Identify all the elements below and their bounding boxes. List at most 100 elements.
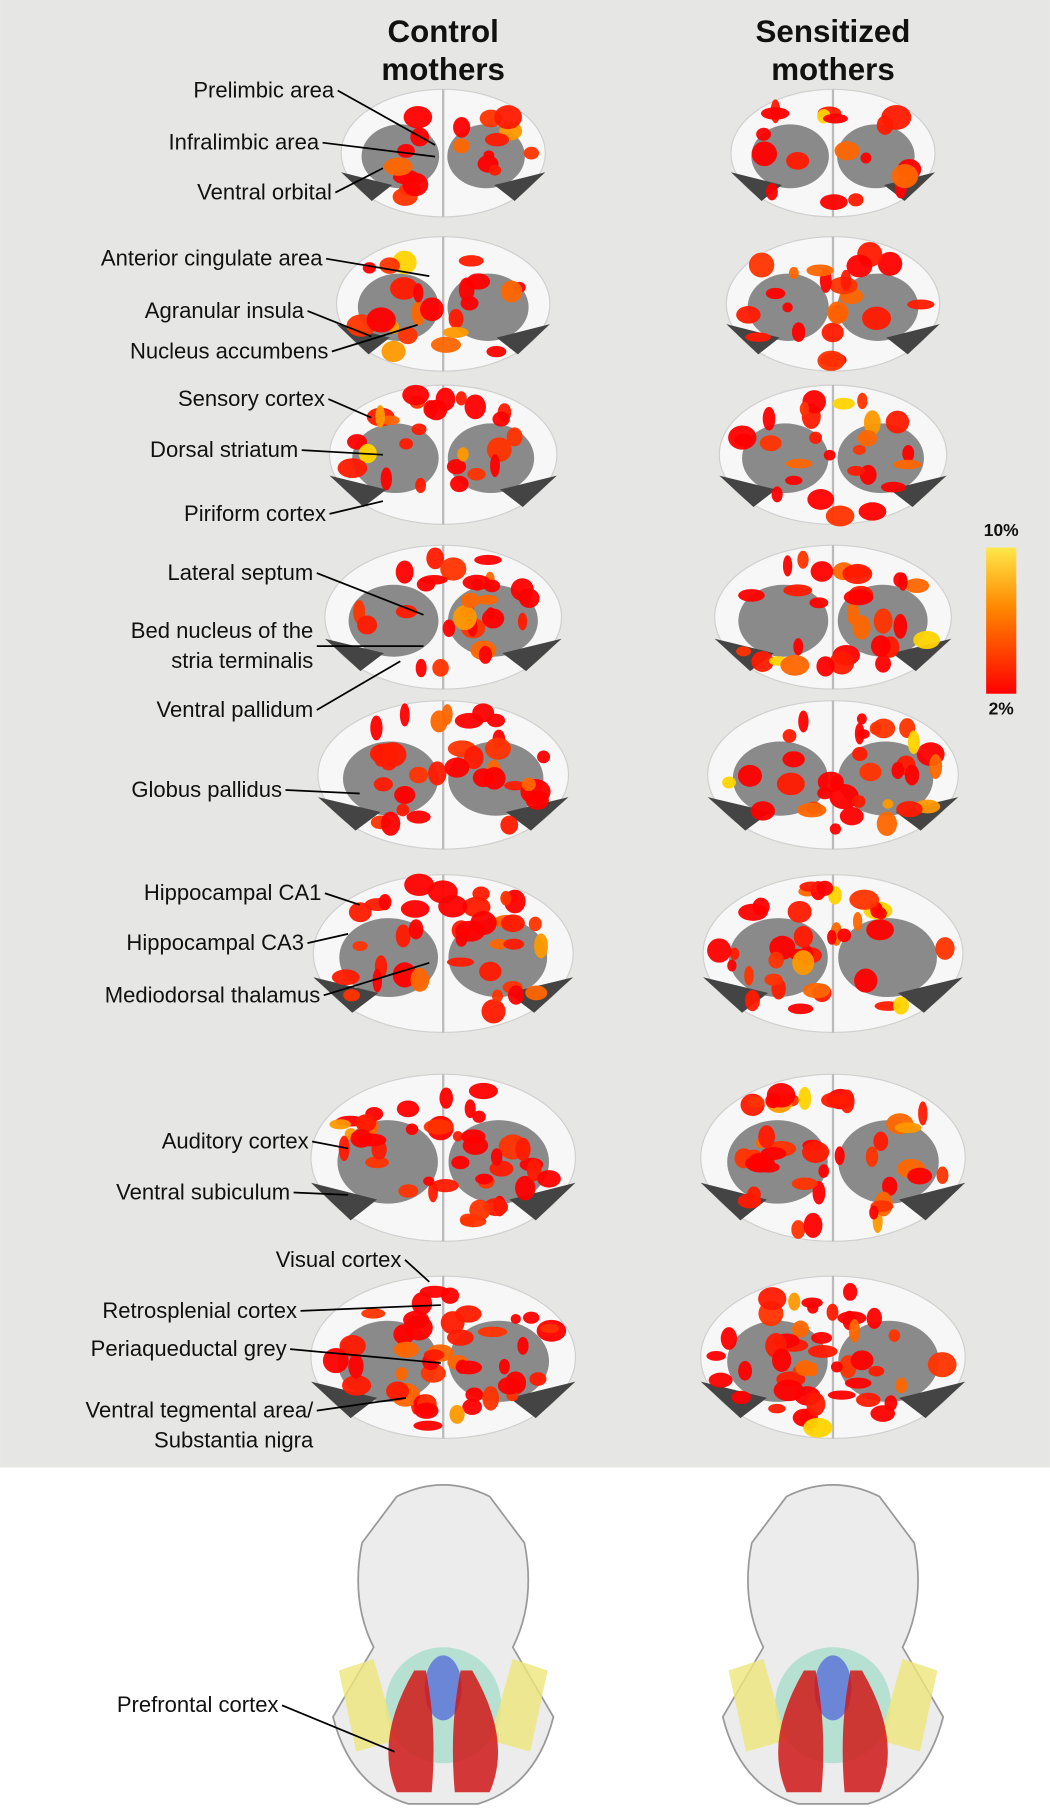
activation-blob [482,1386,500,1411]
activation-blob [737,1193,762,1209]
activation-blob [504,781,526,791]
activation-blob [347,434,368,450]
leader-line [316,660,401,711]
activation-blob [759,435,782,452]
activation-blob [498,1358,510,1375]
activation-blob [829,651,855,675]
activation-blob [357,615,378,635]
activation-blob [469,1199,491,1221]
leader-line [331,323,418,353]
activation-blob [809,597,829,609]
activation-blob [510,1313,521,1324]
activation-blob [446,1329,474,1346]
activation-blob [907,1167,933,1185]
leader-line [334,167,384,194]
activation-blob [526,1158,542,1182]
activation-blob [423,1176,435,1186]
activation-blob [449,1404,465,1424]
activation-blob [806,1392,826,1416]
activation-blob [337,458,368,479]
slices [310,88,966,1440]
activation-blob [503,938,525,950]
activation-blob [497,1376,522,1395]
activation-blob [517,612,528,631]
activation-blob [380,467,392,491]
activation-blob [807,1302,819,1314]
region-label: Mediodorsal thalamus [105,982,321,1007]
activation-blob [428,761,447,786]
activation-blob [817,771,844,793]
activation-blob [892,459,922,470]
activation-blob [361,1308,386,1319]
brain-region [424,1655,462,1721]
region-label: Retrosplenial cortex [102,1298,297,1323]
activation-blob [851,795,866,808]
activation-blob [852,911,863,932]
leader-line [329,500,384,515]
activation-blob [837,1311,867,1325]
activation-blob [375,405,385,428]
activation-blob [866,1307,882,1329]
activation-blob [885,410,910,434]
region-label: Substantia nigra [154,1428,314,1453]
activation-blob [415,477,426,494]
activation-blob [806,264,834,277]
activation-blob [365,1156,389,1169]
activation-blob [431,1178,459,1193]
activation-blob [470,910,497,936]
region-label: Anterior cingulate area [101,246,323,271]
activation-blob [765,1093,781,1109]
activation-blob [782,729,797,743]
activation-blob [821,322,844,343]
activation-blob [785,458,813,469]
activation-blob [913,630,941,650]
activation-blob [521,777,536,792]
activation-blob [428,1181,438,1203]
activation-blob [873,1131,889,1151]
activation-blob [880,481,906,493]
activation-blob [918,1101,928,1126]
region-label: Dorsal striatum [150,437,298,462]
activation-blob [708,1372,733,1388]
leader-line [300,1304,441,1312]
activation-blob [891,164,919,189]
activation-blob [523,146,540,160]
activation-blob [904,764,920,786]
slice-region [317,797,569,831]
activation-blob [534,933,548,959]
slice-region [700,1381,966,1419]
activation-blob [738,589,765,602]
activation-blob [442,326,469,338]
activation-blob [486,345,507,358]
activation-blob [823,449,836,461]
activation-blob [827,929,837,945]
activation-blob [507,985,525,1005]
activation-blob [787,900,812,923]
activation-blob [405,1123,419,1135]
activation-blob [468,1082,498,1100]
activation-blob [529,1372,547,1386]
activation-blob [907,730,920,755]
activation-blob [464,745,484,770]
leader-line [290,1348,441,1364]
activation-blob [352,941,368,952]
activation-blob [745,332,772,342]
activation-blob [847,465,865,476]
activation-blob [756,127,771,141]
activation-blob [430,336,461,353]
activation-blob [782,555,793,577]
colorbar [986,547,1017,694]
activation-blob [381,415,400,426]
activation-blob [738,1361,753,1381]
activation-blob [898,572,908,591]
activation-blob [506,427,523,447]
activation-blob [764,973,783,986]
colorbar-min: 2% [989,699,1014,719]
activation-blob [795,1360,815,1377]
activation-blob [390,277,419,300]
activation-blob [869,722,882,735]
activation-blob [858,502,887,521]
activation-blob [329,1119,351,1130]
activation-blob [432,658,449,677]
activation-blob [758,1125,776,1149]
